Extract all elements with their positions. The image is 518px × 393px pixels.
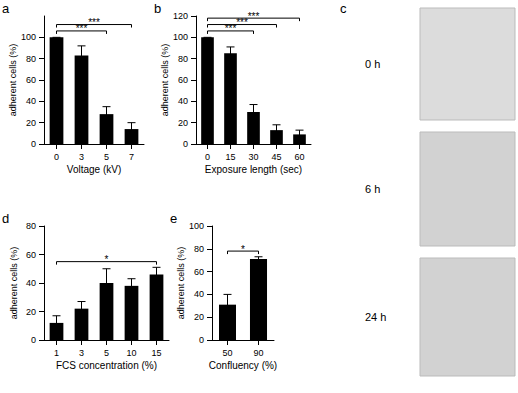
svg-text:5: 5 — [104, 348, 109, 358]
svg-text:3: 3 — [79, 348, 84, 358]
svg-text:15: 15 — [225, 152, 235, 162]
svg-text:80: 80 — [194, 244, 204, 254]
svg-text:Confluency (%): Confluency (%) — [209, 360, 277, 371]
svg-text:e: e — [170, 211, 177, 226]
svg-text:***: *** — [88, 17, 100, 28]
svg-text:adherent cells (%): adherent cells (%) — [176, 247, 186, 320]
svg-text:adherent cells (%): adherent cells (%) — [9, 247, 19, 320]
svg-text:d: d — [2, 211, 9, 226]
svg-text:40: 40 — [26, 96, 36, 106]
svg-text:adherent cells (%): adherent cells (%) — [160, 44, 170, 117]
svg-text:100: 100 — [21, 32, 36, 42]
svg-text:0: 0 — [205, 152, 210, 162]
svg-text:b: b — [154, 1, 161, 16]
svg-text:80: 80 — [178, 54, 188, 64]
svg-text:Voltage (kV): Voltage (kV) — [67, 164, 121, 175]
svg-text:50: 50 — [222, 348, 232, 358]
svg-text:120: 120 — [173, 11, 188, 21]
svg-text:100: 100 — [173, 32, 188, 42]
svg-text:*: * — [241, 244, 245, 255]
svg-text:60: 60 — [194, 267, 204, 277]
svg-text:90: 90 — [253, 348, 263, 358]
svg-text:45: 45 — [271, 152, 281, 162]
svg-text:20: 20 — [178, 118, 188, 128]
svg-text:adherent cells (%): adherent cells (%) — [8, 44, 18, 117]
svg-text:7: 7 — [129, 152, 134, 162]
svg-text:c: c — [340, 1, 347, 16]
svg-text:0: 0 — [199, 335, 204, 345]
svg-text:20: 20 — [26, 307, 36, 317]
svg-text:80: 80 — [26, 54, 36, 64]
svg-text:6 h: 6 h — [365, 183, 380, 195]
svg-text:***: *** — [76, 23, 88, 34]
svg-text:24 h: 24 h — [365, 311, 386, 323]
svg-text:100: 100 — [189, 221, 204, 231]
svg-text:0 h: 0 h — [365, 58, 380, 70]
svg-text:15: 15 — [151, 348, 161, 358]
svg-text:FCS concentration (%): FCS concentration (%) — [56, 360, 157, 371]
svg-text:1: 1 — [54, 348, 59, 358]
svg-text:***: *** — [225, 23, 237, 34]
svg-text:40: 40 — [178, 96, 188, 106]
svg-text:60: 60 — [294, 152, 304, 162]
svg-text:Exposure length (sec): Exposure length (sec) — [205, 164, 302, 175]
svg-text:60: 60 — [26, 75, 36, 85]
svg-text:40: 40 — [26, 278, 36, 288]
svg-text:10: 10 — [126, 348, 136, 358]
svg-text:*: * — [105, 254, 109, 265]
svg-text:20: 20 — [194, 312, 204, 322]
svg-text:60: 60 — [26, 250, 36, 260]
svg-text:0: 0 — [183, 139, 188, 149]
svg-text:80: 80 — [26, 221, 36, 231]
svg-text:0: 0 — [31, 335, 36, 345]
svg-text:a: a — [2, 1, 10, 16]
svg-text:20: 20 — [26, 118, 36, 128]
svg-text:5: 5 — [104, 152, 109, 162]
svg-text:0: 0 — [31, 139, 36, 149]
svg-text:***: *** — [248, 11, 260, 22]
svg-text:***: *** — [236, 17, 248, 28]
svg-text:0: 0 — [54, 152, 59, 162]
svg-text:3: 3 — [79, 152, 84, 162]
svg-text:30: 30 — [248, 152, 258, 162]
svg-text:40: 40 — [194, 289, 204, 299]
svg-text:60: 60 — [178, 75, 188, 85]
